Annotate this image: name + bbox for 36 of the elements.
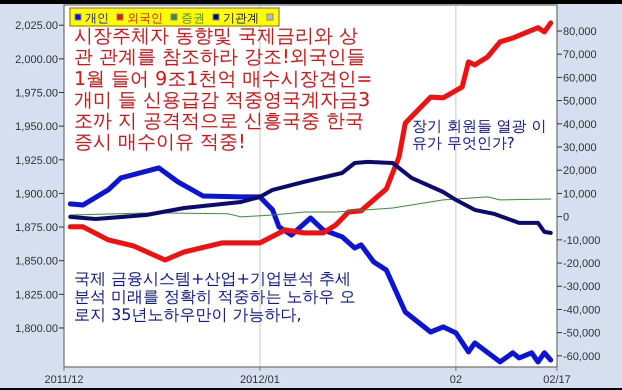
y2-tick-label: -60,000 bbox=[563, 350, 600, 363]
y-tick-label: 2,000.00 bbox=[15, 54, 58, 66]
y-tick-label: 1,825.00 bbox=[15, 289, 58, 302]
y2-tick-label: 70,000 bbox=[563, 49, 597, 62]
y-tick-label: 1,925.00 bbox=[15, 154, 58, 167]
y2-tick-label: 0 bbox=[563, 212, 570, 224]
y2-tick-label: 80,000 bbox=[563, 26, 597, 38]
y-tick-label: 1,800.00 bbox=[15, 322, 58, 335]
legend-label: 증권 bbox=[181, 11, 205, 25]
y-tick-label: 1,850.00 bbox=[15, 256, 58, 268]
annotation: 국제 금융시스템+산업+기업분석 추세 분석 미래를 정확히 적중하는 노하우 오로지 35년노하우만이 가능하다, bbox=[74, 269, 356, 324]
x-tick-label: 02 bbox=[450, 374, 462, 386]
y-tick-label: 1,975.00 bbox=[15, 87, 58, 100]
x-tick-label: 2011/12 bbox=[44, 374, 84, 386]
y2-tick-label: -50,000 bbox=[563, 328, 600, 340]
y-tick-label: 1,875.00 bbox=[15, 222, 58, 234]
y2-tick-label: -30,000 bbox=[563, 281, 600, 294]
y2-tick-label: 30,000 bbox=[563, 142, 597, 154]
legend-label: 외국인 bbox=[127, 11, 163, 25]
y2-tick-label: 10,000 bbox=[563, 188, 597, 200]
y2-tick-label: 50,000 bbox=[563, 96, 597, 108]
legend-label: 개인 bbox=[85, 11, 109, 25]
y2-tick-label: 40,000 bbox=[563, 118, 597, 131]
y2-tick-label: 60,000 bbox=[563, 72, 597, 84]
x-tick-label: 02/17 bbox=[543, 374, 571, 386]
y2-tick-label: -40,000 bbox=[563, 304, 600, 316]
y-tick-label: 2,025.00 bbox=[15, 20, 58, 32]
y2-tick-label: -20,000 bbox=[563, 258, 600, 270]
y2-tick-label: 20,000 bbox=[563, 165, 597, 178]
y-tick-label: 1,900.00 bbox=[15, 188, 58, 200]
legend-label: 기관계 bbox=[223, 11, 259, 25]
annotation: 장기 회원들 열광 이유가 무엇인가? bbox=[412, 117, 547, 152]
annotation: 시장주체자 동향및 국제금리와 상관 관계를 참조하라 강조!외국인들 1월 들어 9조1천억 매수시장견인=개미 들 신용급감 적중영국계자금3조까 지 공격적으로 신흥국중 한국증시 매수이유 적중! bbox=[74, 25, 374, 154]
y-tick-label: 1,950.00 bbox=[15, 121, 58, 134]
x-tick-label: 2012/01 bbox=[240, 374, 280, 386]
y2-tick-label: -10,000 bbox=[563, 234, 600, 247]
